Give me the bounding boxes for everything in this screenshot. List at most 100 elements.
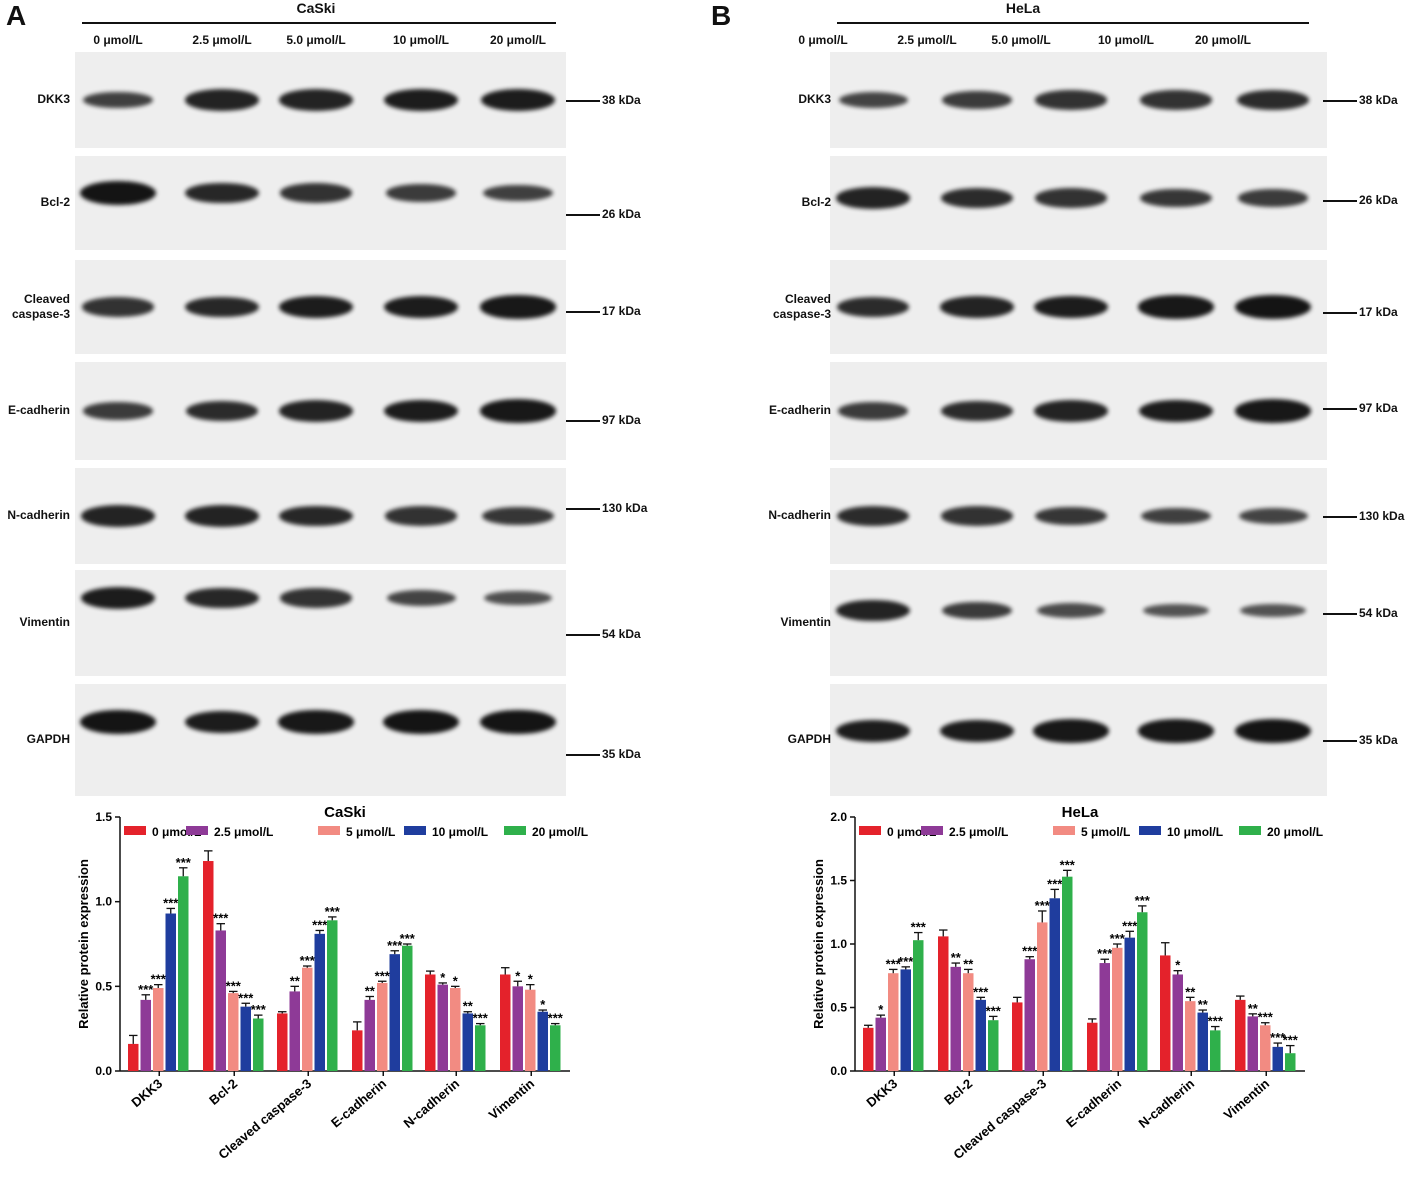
bar (988, 1020, 999, 1071)
bar (1185, 1001, 1196, 1071)
bar (1024, 959, 1035, 1071)
protein-band (1138, 295, 1214, 319)
significance-label: ** (963, 956, 974, 971)
kda-marker-line (1323, 100, 1357, 102)
protein-band (80, 710, 156, 734)
protein-band (1235, 399, 1311, 423)
protein-name: GAPDH (787, 732, 831, 746)
protein-name: Cleaved caspase-3 (11, 292, 70, 321)
bar (215, 930, 226, 1071)
legend-swatch (504, 826, 526, 835)
cell-line-underline (82, 22, 556, 24)
significance-label: *** (1258, 1010, 1274, 1025)
significance-label: *** (973, 984, 989, 999)
protein-name: DKK3 (798, 92, 831, 106)
significance-label: *** (1097, 946, 1113, 961)
legend-label: 5 μmol/L (346, 825, 395, 839)
bar (240, 1006, 251, 1071)
protein-band (81, 505, 155, 527)
legend-label: 10 μmol/L (432, 825, 488, 839)
y-tick-label: 0.0 (830, 1064, 847, 1078)
protein-band (383, 710, 459, 734)
protein-band (1035, 90, 1107, 110)
significance-label: *** (213, 911, 229, 926)
protein-name: Bcl-2 (40, 195, 70, 209)
protein-band (1236, 90, 1310, 110)
protein-band (480, 295, 556, 319)
x-tick-label: Bcl-2 (206, 1076, 240, 1108)
significance-label: *** (1208, 1014, 1224, 1029)
significance-label: *** (1022, 944, 1038, 959)
kda-label: 26 kDa (602, 207, 641, 221)
concentration-label: 5.0 μmol/L (991, 33, 1051, 47)
protein-name: E-cadherin (768, 403, 831, 417)
significance-label: ** (365, 983, 376, 998)
y-tick-label: 1.0 (830, 937, 847, 951)
protein-band (480, 710, 556, 734)
protein-band (82, 402, 154, 420)
y-axis-label: Relative protein expression (76, 859, 91, 1029)
kda-marker-line (1323, 516, 1357, 518)
significance-label: ** (1185, 984, 1196, 999)
bar (153, 988, 164, 1071)
bar (203, 861, 214, 1071)
protein-band (941, 601, 1013, 620)
protein-band (383, 295, 459, 319)
kda-marker-line (1323, 408, 1357, 410)
significance-label: * (528, 972, 534, 987)
significance-label: * (540, 997, 546, 1012)
protein-band (83, 91, 153, 109)
protein-name: E-cadherin (7, 403, 70, 417)
significance-label: ** (290, 973, 301, 988)
bar (1124, 937, 1135, 1071)
bar (1172, 974, 1183, 1071)
significance-label: *** (1135, 893, 1151, 908)
x-tick-label: DKK3 (863, 1076, 900, 1110)
legend-label: 20 μmol/L (532, 825, 588, 839)
bar-chart: CaSki 0.0 0.5 1.0 1.5 Relative protein expres… (76, 804, 588, 1162)
protein-band (1034, 400, 1108, 422)
bar (327, 920, 338, 1071)
bar (1272, 1046, 1283, 1071)
protein-band (1033, 295, 1109, 319)
protein-band (385, 506, 457, 526)
protein-band (1141, 507, 1211, 525)
protein-band (185, 296, 259, 318)
concentration-label: 10 μmol/L (392, 33, 450, 47)
concentration-label: 20 μmol/L (489, 33, 547, 47)
bar (140, 999, 151, 1071)
legend-swatch (1139, 826, 1161, 835)
significance-label: *** (176, 855, 192, 870)
significance-label: *** (548, 1011, 564, 1026)
kda-label: 97 kDa (602, 413, 641, 427)
significance-label: *** (1060, 857, 1076, 872)
bar (475, 1025, 486, 1071)
legend-label: 2.5 μmol/L (214, 825, 273, 839)
bar (450, 988, 461, 1071)
significance-label: *** (1283, 1033, 1299, 1048)
bar (1235, 999, 1246, 1071)
protein-band (280, 588, 352, 608)
protein-band (1238, 508, 1308, 524)
concentration-label: 0 μmol/L (93, 33, 143, 47)
concentration-label: 10 μmol/L (1097, 33, 1155, 47)
protein-band (1035, 188, 1107, 208)
significance-label: *** (325, 904, 341, 919)
y-tick-label: 1.5 (95, 810, 112, 824)
protein-band (1142, 603, 1210, 618)
protein-band (483, 184, 553, 202)
significance-label: *** (1110, 931, 1126, 946)
significance-label: *** (387, 938, 403, 953)
cell-line-underline (837, 22, 1309, 24)
legend-swatch (404, 826, 426, 835)
significance-label: * (440, 970, 446, 985)
y-tick-label: 0.5 (95, 979, 112, 993)
bar (1099, 963, 1110, 1071)
protein-band (280, 183, 352, 203)
y-tick-label: 0.0 (95, 1064, 112, 1078)
bar (950, 966, 961, 1071)
significance-label: *** (238, 990, 254, 1005)
bar (364, 999, 375, 1071)
protein-band (939, 719, 1015, 743)
concentration-label: 5.0 μmol/L (286, 33, 346, 47)
